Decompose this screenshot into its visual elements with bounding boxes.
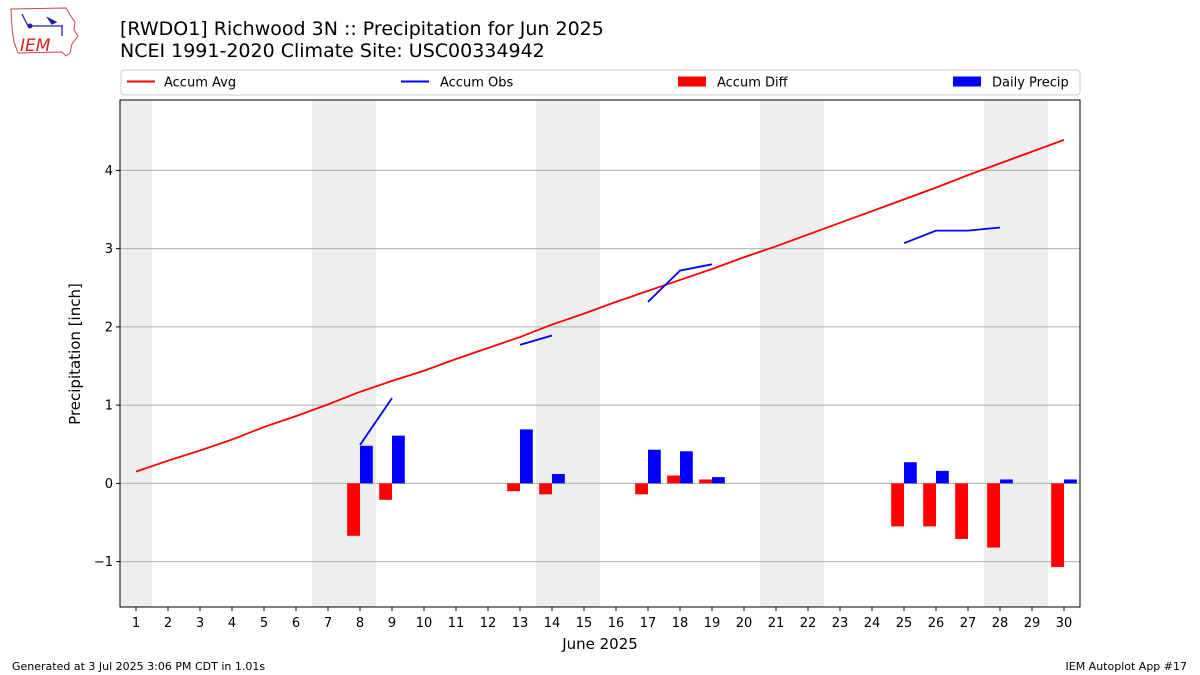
logo-text: IEM — [20, 36, 51, 56]
x-tick-label-25: 26 — [928, 616, 945, 631]
accum-diff-bar-26 — [923, 483, 936, 527]
weekend-span-1 — [312, 100, 376, 607]
legend-box — [120, 69, 1081, 96]
x-tick-label-2: 3 — [196, 616, 204, 631]
chart-title: [RWDO1] Richwood 3N :: Precipitation for… — [120, 18, 604, 40]
weekend-shading — [120, 100, 1048, 607]
accum-avg-line — [135, 139, 1065, 473]
plot-frame — [119, 99, 1081, 608]
y-axis-ticks: −1 0 1 2 3 4 — [94, 164, 120, 570]
x-tick-label-18: 19 — [704, 616, 721, 631]
accum-diff-bar-19 — [699, 479, 712, 484]
daily-precip-bar-19 — [712, 477, 725, 484]
x-tick-label-24: 25 — [896, 616, 913, 631]
legend-label-0: Accum Avg — [164, 76, 236, 91]
x-tick-label-7: 8 — [356, 616, 364, 631]
daily-precip-bar-17 — [648, 449, 661, 484]
x-tick-label-19: 20 — [736, 616, 753, 631]
legend: Accum Avg Accum Obs Accum Diff Daily Precip — [120, 69, 1081, 96]
accum-diff-bar-30 — [1051, 483, 1064, 568]
x-tick-label-20: 21 — [768, 616, 785, 631]
accum-diff-bar-8 — [347, 483, 360, 536]
weather-station-icon — [21, 13, 63, 36]
x-tick-label-1: 2 — [164, 616, 172, 631]
weekend-span-2 — [536, 100, 600, 607]
accum-diff-bar-28 — [987, 483, 1000, 548]
x-tick-label-6: 7 — [324, 616, 332, 631]
legend-label-2: Accum Diff — [717, 76, 789, 91]
x-tick-label-21: 22 — [800, 616, 817, 631]
accum-diff-bar-17 — [635, 483, 648, 495]
accum-obs-segment-0 — [359, 397, 393, 446]
accum-diff-bar-9 — [379, 483, 392, 500]
x-axis-label: June 2025 — [561, 635, 638, 653]
y-tick-label-4: 3 — [105, 242, 113, 257]
weekend-span-0 — [120, 100, 152, 607]
legend-label-3: Daily Precip — [992, 76, 1069, 91]
x-tick-label-14: 15 — [576, 616, 593, 631]
x-tick-label-17: 18 — [672, 616, 689, 631]
x-tick-label-4: 5 — [260, 616, 268, 631]
legend-marker-3 — [953, 76, 981, 87]
accum-diff-bar-25 — [891, 483, 904, 527]
daily-precip-bar-14 — [552, 473, 565, 484]
daily-precip-bar-9 — [392, 435, 405, 484]
x-tick-label-27: 28 — [992, 616, 1009, 631]
daily-precip-bar-13 — [520, 429, 533, 484]
chart-subtitle: NCEI 1991-2020 Climate Site: USC00334942 — [120, 40, 545, 62]
legend-marker-2 — [678, 76, 706, 87]
daily-precip-bars — [360, 429, 1077, 484]
series-lines — [135, 139, 1065, 473]
x-tick-label-11: 12 — [480, 616, 497, 631]
daily-precip-bar-26 — [936, 470, 949, 484]
x-tick-label-5: 6 — [292, 616, 300, 631]
app-credit: IEM Autoplot App #17 — [1065, 660, 1188, 673]
accum-diff-bars — [347, 475, 1064, 568]
y-tick-label-1: 0 — [105, 477, 113, 492]
x-tick-label-8: 9 — [388, 616, 396, 631]
x-tick-label-13: 14 — [544, 616, 561, 631]
x-tick-label-22: 23 — [832, 616, 849, 631]
generated-timestamp: Generated at 3 Jul 2025 3:06 PM CDT in 1… — [12, 660, 266, 673]
y-tick-label-2: 1 — [105, 399, 113, 414]
accum-obs-segment-3 — [903, 226, 1001, 245]
accum-diff-bar-18 — [667, 475, 680, 484]
x-tick-label-29: 30 — [1056, 616, 1073, 631]
weekend-span-3 — [760, 100, 824, 607]
daily-precip-bar-28 — [1000, 479, 1013, 484]
y-tick-label-3: 2 — [105, 320, 113, 335]
x-tick-label-26: 27 — [960, 616, 977, 631]
y-axis-label: Precipitation [inch] — [66, 283, 84, 425]
x-tick-label-0: 1 — [132, 616, 140, 631]
legend-label-1: Accum Obs — [440, 76, 513, 91]
x-tick-label-9: 10 — [416, 616, 433, 631]
y-tick-label-5: 4 — [105, 164, 113, 179]
accum-diff-bar-14 — [539, 483, 552, 495]
accum-obs-segment-1 — [519, 334, 553, 346]
daily-precip-bar-30 — [1064, 479, 1077, 484]
x-axis-ticks: 1 2 3 4 5 6 7 8 9 10 11 12 13 14 15 16 17 18 19 20 21 22 23 24 2… — [132, 607, 1072, 631]
x-tick-label-10: 11 — [448, 616, 465, 631]
accum-diff-bar-27 — [955, 483, 968, 539]
grid-lines — [120, 169, 1080, 563]
x-tick-label-12: 13 — [512, 616, 529, 631]
x-tick-label-16: 17 — [640, 616, 657, 631]
y-tick-label-0: −1 — [94, 555, 113, 570]
daily-precip-bar-18 — [680, 451, 693, 484]
x-tick-label-3: 4 — [228, 616, 236, 631]
accum-obs-segment-2 — [647, 263, 713, 303]
station-dot-icon — [27, 23, 33, 29]
iem-logo: IEM — [10, 7, 79, 57]
daily-precip-bar-8 — [360, 445, 373, 484]
x-tick-label-15: 16 — [608, 616, 625, 631]
accum-diff-bar-13 — [507, 483, 520, 492]
x-tick-label-23: 24 — [864, 616, 881, 631]
x-tick-label-28: 29 — [1024, 616, 1041, 631]
iowa-map-outline-icon — [10, 7, 79, 57]
daily-precip-bar-25 — [904, 462, 917, 484]
